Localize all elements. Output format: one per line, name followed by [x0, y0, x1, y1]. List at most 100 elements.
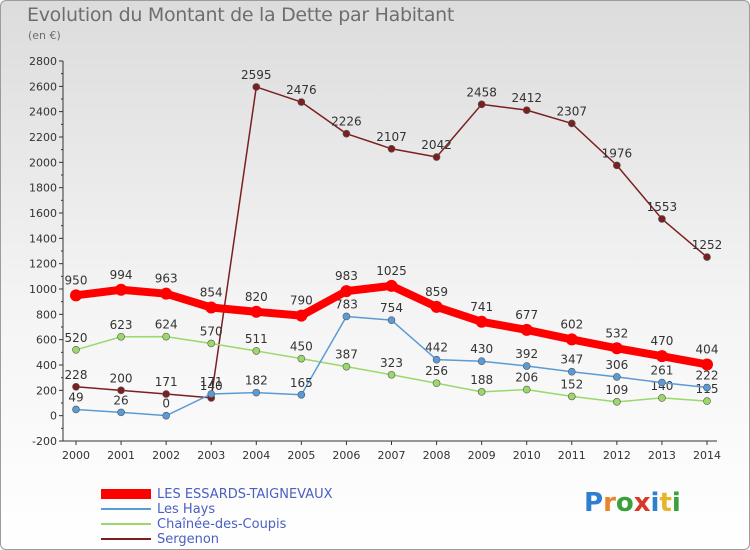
x-tick-label: 2008 — [423, 449, 451, 462]
data-point — [567, 392, 576, 401]
y-tick-label: 200 — [36, 384, 57, 397]
y-tick-label: 2600 — [29, 80, 57, 93]
data-label: 854 — [200, 285, 223, 299]
y-tick-label: 1600 — [29, 207, 57, 220]
data-label: 1252 — [692, 238, 723, 252]
data-label: 1553 — [647, 200, 678, 214]
data-point — [207, 390, 216, 398]
data-point — [658, 378, 666, 387]
legend-label: LES ESSARDS-TAIGNEVAUX — [157, 486, 333, 502]
unit-label: (en €) — [28, 29, 61, 42]
data-point — [703, 397, 711, 405]
data-label: 140 — [200, 379, 223, 393]
data-label: 2107 — [376, 130, 407, 144]
data-label: 570 — [200, 324, 223, 338]
data-point — [613, 161, 621, 170]
legend-label: Chaînée-des-Coupis — [157, 516, 287, 532]
data-point — [613, 398, 621, 406]
x-tick-label: 2004 — [242, 449, 270, 462]
data-point — [342, 362, 351, 371]
legend-label: Sergenon — [157, 531, 220, 547]
x-tick-label: 2010 — [513, 449, 541, 462]
data-point — [387, 370, 396, 379]
data-label: 602 — [560, 317, 583, 331]
data-label: 222 — [696, 369, 719, 383]
data-label: 171 — [155, 375, 178, 389]
data-label: 200 — [110, 371, 133, 385]
data-point — [520, 323, 533, 336]
data-point — [252, 388, 261, 397]
data-label: 741 — [470, 300, 493, 314]
data-point — [250, 305, 263, 318]
x-tick-label: 2001 — [107, 449, 135, 462]
data-point — [658, 215, 666, 223]
data-point — [387, 316, 396, 324]
data-label: 450 — [290, 340, 313, 354]
y-tick-label: 2400 — [29, 106, 57, 119]
data-point — [655, 350, 668, 363]
data-label: 1025 — [376, 264, 407, 278]
data-label: 963 — [155, 272, 178, 286]
data-label: 520 — [65, 331, 88, 345]
legend-swatch — [101, 523, 151, 525]
legend-label: Les Hays — [157, 501, 216, 517]
data-label: 387 — [335, 348, 358, 362]
x-tick-label: 2013 — [648, 449, 676, 462]
data-label: 532 — [605, 326, 628, 340]
data-point — [117, 332, 125, 341]
data-point — [342, 129, 351, 138]
legend-swatch — [101, 538, 151, 540]
y-tick-label: 1400 — [29, 232, 57, 245]
data-point — [297, 390, 306, 399]
data-label: 783 — [335, 297, 358, 311]
data-point — [297, 98, 306, 106]
data-point — [115, 283, 128, 296]
legend-swatch — [101, 508, 151, 510]
data-label: 2412 — [511, 91, 542, 105]
data-label: 820 — [245, 290, 268, 304]
x-tick-label: 2002 — [152, 449, 180, 462]
data-label: 392 — [515, 347, 538, 361]
data-label: 623 — [110, 318, 133, 332]
y-tick-label: 0 — [50, 410, 57, 423]
data-label: 2595 — [241, 68, 272, 82]
data-point — [207, 339, 216, 348]
data-label: 171 — [200, 375, 223, 389]
data-point — [72, 345, 80, 354]
data-point — [342, 312, 351, 321]
data-point — [252, 347, 261, 355]
y-tick-label: -200 — [32, 435, 57, 448]
legend-item: Chaînée-des-Coupis — [101, 516, 287, 532]
data-point — [522, 385, 531, 394]
y-tick-label: 2200 — [29, 131, 57, 144]
data-label: 790 — [290, 294, 313, 308]
data-label: 165 — [290, 376, 313, 390]
data-point — [72, 405, 80, 414]
x-tick-label: 2007 — [378, 449, 406, 462]
data-label: 261 — [650, 364, 673, 378]
data-point — [703, 383, 711, 392]
data-point — [340, 285, 353, 298]
data-point — [701, 358, 713, 371]
data-point — [117, 408, 125, 417]
data-point — [567, 367, 576, 376]
data-point — [475, 315, 488, 328]
data-label: 306 — [605, 358, 628, 372]
proxiti-logo: Proxiti — [584, 488, 681, 518]
data-label: 182 — [245, 374, 268, 388]
legend-item: LES ESSARDS-TAIGNEVAUX — [101, 486, 333, 502]
x-tick-label: 2003 — [197, 449, 225, 462]
data-point — [70, 289, 82, 302]
data-point — [295, 309, 308, 322]
data-label: 754 — [380, 301, 403, 315]
data-point — [610, 342, 623, 355]
y-tick-label: 1800 — [29, 182, 57, 195]
data-label: 511 — [245, 332, 268, 346]
data-point — [477, 357, 486, 366]
y-tick-label: 600 — [36, 334, 57, 347]
data-label: 152 — [560, 377, 583, 391]
data-point — [477, 100, 486, 109]
data-point — [162, 332, 170, 341]
